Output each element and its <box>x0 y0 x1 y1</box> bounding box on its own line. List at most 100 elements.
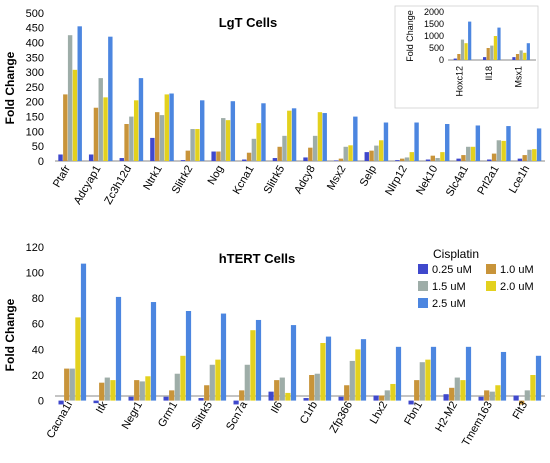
lgt-bar-msx2-4 <box>353 116 358 161</box>
lgt-bar-prl2a1-2 <box>496 140 502 161</box>
lgt-y-tick-label: 0 <box>38 156 44 168</box>
lgt-bar-kcna1-0 <box>242 159 247 161</box>
htert-bar-lhx2-4 <box>395 346 402 401</box>
lgt-bar-msx2-0 <box>333 160 339 161</box>
lgt-bar-ptafr-1 <box>63 94 68 161</box>
legend-title: Cisplatin <box>433 247 479 261</box>
htert-bar-scn7a-0 <box>233 400 239 405</box>
legend-swatch <box>486 281 496 291</box>
lgt-bar-adcyap1-2 <box>98 78 103 161</box>
htert-bar-il6-3 <box>285 392 291 401</box>
htert-bar-scn7a-4 <box>255 319 262 401</box>
lgt-bar-nlrp12-0 <box>395 160 400 161</box>
lgt-bar-ptafr-3 <box>72 69 78 161</box>
lgt-bar-ntrk1-2 <box>159 115 165 161</box>
lgt-bar-kcna1-1 <box>246 152 252 161</box>
inset-y-tick-label: 1500 <box>424 19 444 29</box>
lgt-bar-prl2a1-3 <box>501 140 506 161</box>
htert-bar-zfp366-3 <box>355 349 361 401</box>
htert-bar-fbn1-0 <box>408 400 414 405</box>
lgt-bar-adcy8-4 <box>322 113 327 161</box>
htert-bar-fbn1-1 <box>414 380 420 401</box>
lgt-bar-ptafr-4 <box>77 26 82 161</box>
htert-bar-fbn1-2 <box>419 362 425 401</box>
inset-bar-msx1-0 <box>512 57 516 60</box>
inset-bar-hoxc12-2 <box>460 39 465 60</box>
inset-y-tick-label: 0 <box>439 55 444 65</box>
lgt-bar-ntrk1-3 <box>164 94 169 161</box>
htert-bar-c1rb-2 <box>314 373 320 401</box>
lgt-bar-nlrp12-1 <box>399 158 405 161</box>
lgt-bar-msx2-1 <box>338 158 344 161</box>
inset-bar-msx1-4 <box>526 43 530 60</box>
lgt-bar-selp-1 <box>369 150 374 161</box>
lgt-bar-adcy8-0 <box>303 157 308 161</box>
htert-y-tick-label: 80 <box>32 293 44 305</box>
lgt-bar-adcyap1-1 <box>93 107 99 161</box>
htert-bar-flt3-3 <box>530 375 536 401</box>
lgt-bar-kcna1-3 <box>256 123 261 161</box>
lgt-y-tick-label: 350 <box>26 52 44 64</box>
inset-bar-il18-4 <box>497 27 501 61</box>
lgt-bar-slitrk2-2 <box>190 129 195 161</box>
htert-bar-negr1-0 <box>128 396 134 401</box>
lgt-bar-slitrk5-2 <box>282 135 287 161</box>
htert-bar-lhx2-0 <box>373 395 379 401</box>
htert-bar-lhx2-3 <box>390 383 396 401</box>
lgt-bar-zc3h12d-2 <box>129 116 134 161</box>
htert-bar-grm1-2 <box>174 373 180 401</box>
legend-label: 1.0 uM <box>500 264 534 276</box>
lgt-bar-nek10-3 <box>440 152 445 161</box>
lgt-bar-adcy8-3 <box>317 112 323 161</box>
lgt-bar-ntrk1-1 <box>154 112 160 161</box>
lgt-bar-lce1h-0 <box>517 158 523 161</box>
htert-bar-c1rb-4 <box>325 336 332 401</box>
htert-y-axis-label: Fold Change <box>3 298 17 371</box>
lgt-y-tick-label: 450 <box>26 23 44 35</box>
lgt-bar-adcy8-1 <box>308 147 313 161</box>
htert-bar-h2-m2-3 <box>460 380 466 401</box>
htert-bar-il6-2 <box>279 377 285 401</box>
lgt-bar-adcyap1-0 <box>88 154 94 161</box>
lgt-bar-prl2a1-4 <box>506 126 511 161</box>
htert-bar-il6-1 <box>274 380 280 401</box>
htert-bar-tmem163-4 <box>500 351 507 401</box>
lgt-bar-ntrk1-4 <box>169 93 174 161</box>
htert-bar-h2-m2-4 <box>465 346 472 401</box>
lgt-bar-slitrk2-0 <box>180 160 186 161</box>
inset-bar-il18-2 <box>490 45 494 60</box>
htert-bar-il6-0 <box>268 391 274 401</box>
htert-y-tick-label: 60 <box>32 319 44 331</box>
lgt-bar-adcy8-2 <box>312 135 318 161</box>
htert-bar-il6-4 <box>290 325 297 401</box>
htert-bar-cacna1i-2 <box>69 368 75 401</box>
htert-y-tick-label: 20 <box>32 370 44 382</box>
htert-bar-itk-2 <box>104 377 110 401</box>
legend-swatch <box>418 264 428 274</box>
htert-bar-h2-m2-1 <box>449 387 455 401</box>
lgt-bar-zc3h12d-3 <box>133 100 139 161</box>
lgt-bar-slc4a1-4 <box>475 125 481 161</box>
lgt-bar-slitrk2-4 <box>200 100 205 161</box>
lgt-y-tick-label: 50 <box>32 141 44 153</box>
htert-bar-slitrk5-3 <box>215 359 221 401</box>
htert-bar-itk-1 <box>99 382 105 401</box>
lgt-bar-selp-3 <box>378 140 384 161</box>
lgt-bar-ntrk1-0 <box>150 137 155 161</box>
htert-bar-scn7a-2 <box>244 364 250 401</box>
legend-label: 0.25 uM <box>432 264 472 276</box>
inset-y-tick-label: 2000 <box>424 7 444 17</box>
inset-y-tick-label: 500 <box>429 43 444 53</box>
inset-y-tick-label: 1000 <box>424 31 444 41</box>
htert-bar-grm1-4 <box>185 311 192 401</box>
htert-bar-flt3-0 <box>513 395 519 401</box>
lgt-bar-nek10-2 <box>435 158 440 161</box>
htert-bar-grm1-0 <box>163 396 169 401</box>
lgt-bar-prl2a1-1 <box>491 153 497 161</box>
legend-swatch <box>418 281 428 291</box>
inset-bar-hoxc12-1 <box>457 54 461 60</box>
lgt-bar-kcna1-4 <box>261 103 266 161</box>
htert-bar-cacna1i-4 <box>80 263 87 401</box>
lgt-bar-lce1h-2 <box>527 149 532 161</box>
